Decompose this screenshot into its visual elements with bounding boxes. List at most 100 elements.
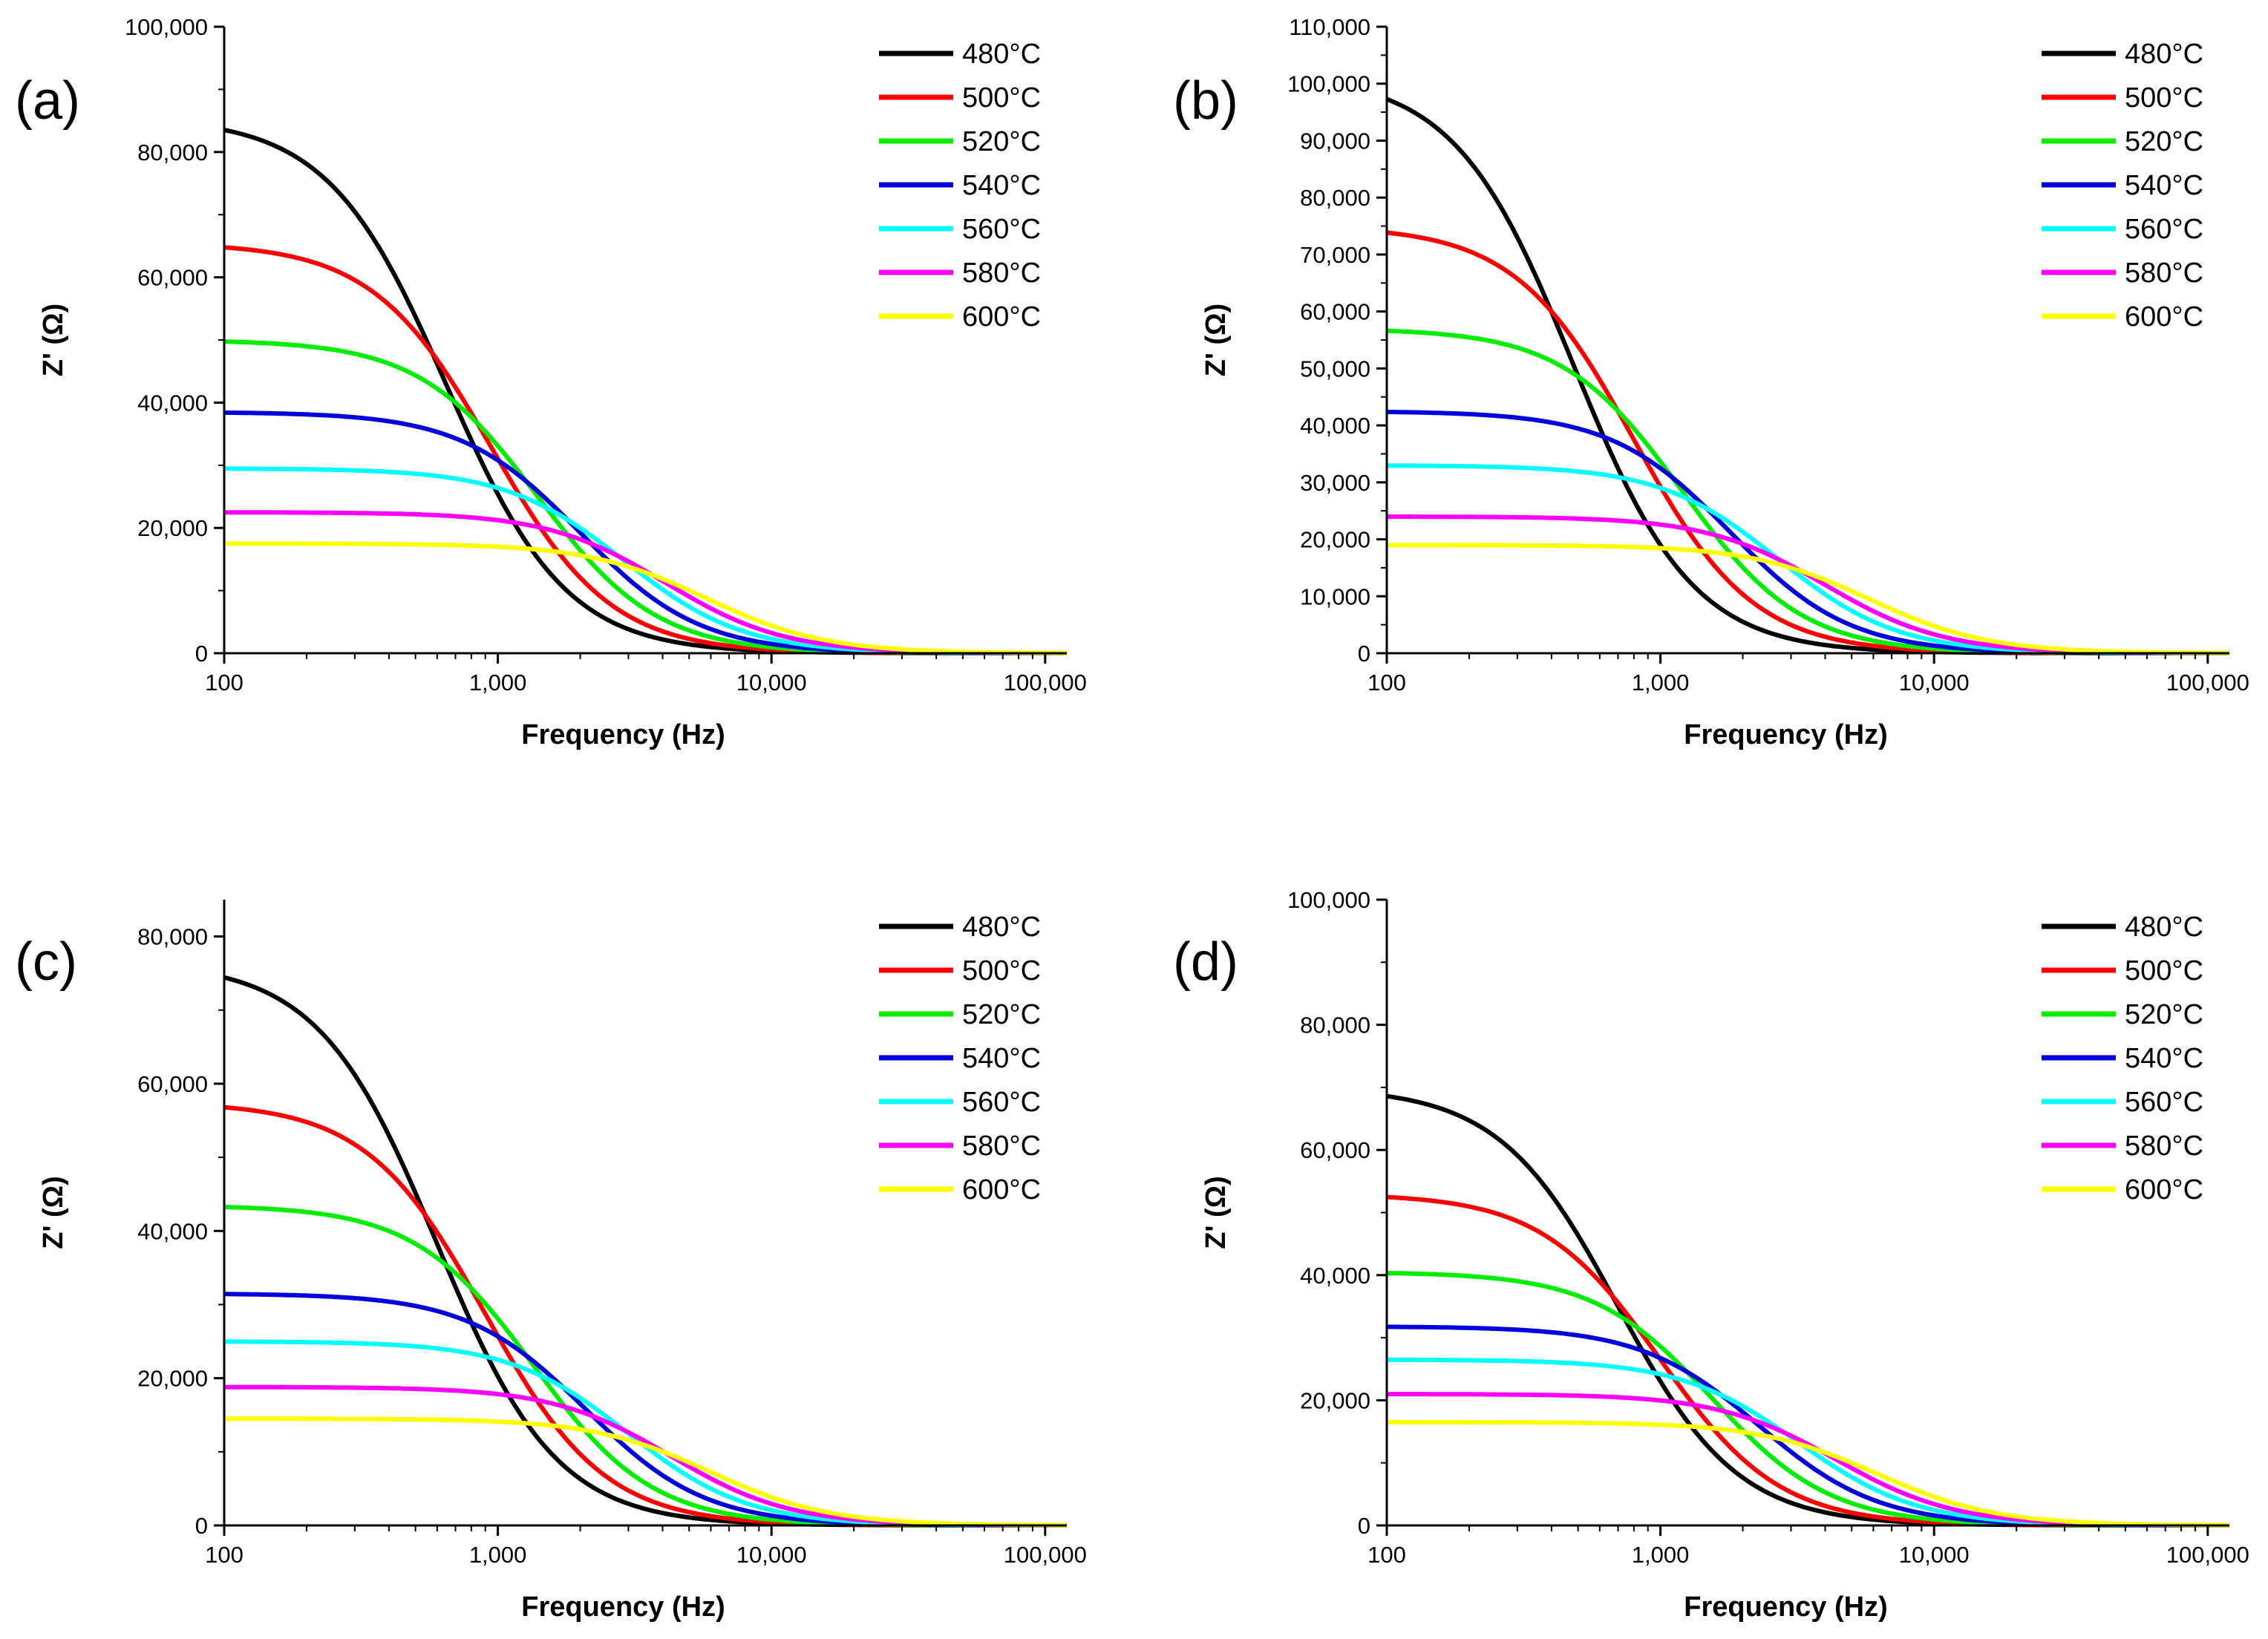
legend-label-600: 600°C (962, 1174, 1041, 1205)
legend-label-600: 600°C (2125, 1174, 2203, 1205)
chart-panel-b: (b) 0 10,000 20,000 30,000 40,000 50,000 60,000… (1173, 14, 2249, 750)
legend-label-580: 580°C (962, 258, 1041, 289)
y-tick-label: 100,000 (1287, 887, 1370, 913)
series-line-520 (223, 1204, 1067, 1528)
y-tick-label: 0 (195, 641, 208, 667)
y-tick-label: 30,000 (1300, 470, 1370, 496)
legend-label-480: 480°C (2125, 39, 2203, 70)
legend-label-540: 540°C (2125, 1043, 2203, 1074)
legend-label-520: 520°C (962, 999, 1041, 1030)
legend-label-560: 560°C (2125, 1087, 2203, 1118)
x-tick-label: 10,000 (736, 1542, 807, 1568)
series-line-600 (1387, 543, 2230, 655)
legend-label-480: 480°C (962, 912, 1041, 943)
series-line-480 (1386, 1093, 2229, 1528)
x-tick-label: 1,000 (1632, 670, 1690, 696)
legend-label-580: 580°C (2125, 258, 2203, 289)
x-axis-title: Frequency (Hz) (521, 1591, 725, 1623)
legend-label-560: 560°C (962, 1087, 1041, 1118)
chart-panel-d: (d) 0 20,000 40,000 60,000 80,000 100,000 100 1,… (1173, 887, 2249, 1623)
series-line-540 (224, 410, 1067, 655)
legend-label-500: 500°C (2125, 82, 2203, 114)
x-tick-label: 100 (205, 1542, 244, 1568)
chart-panel-c: (c) 0 20,000 40,000 60,000 80,000 100 1,000 10,0… (15, 900, 1087, 1623)
y-tick-label: 20,000 (137, 515, 208, 541)
y-tick-label: 90,000 (1300, 128, 1370, 154)
legend-label-600: 600°C (2125, 301, 2203, 333)
y-tick-label: 40,000 (137, 390, 208, 416)
y-tick-label: 80,000 (1300, 1012, 1370, 1038)
x-tick-label: 100,000 (1004, 670, 1087, 696)
series-line-520 (1386, 328, 2229, 655)
panel-label: (c) (15, 932, 77, 992)
y-tick-label: 80,000 (137, 140, 208, 166)
x-axis-title: Frequency (Hz) (1684, 719, 1887, 750)
legend-label-560: 560°C (2125, 214, 2203, 245)
series-line-580 (224, 510, 1067, 655)
y-tick-label: 20,000 (1300, 527, 1370, 553)
panel-label: (a) (15, 71, 80, 131)
legend-label-520: 520°C (2125, 999, 2203, 1030)
y-tick-label: 40,000 (1300, 1263, 1370, 1289)
y-tick-label: 100,000 (125, 14, 208, 40)
series-line-540 (1386, 1324, 2229, 1528)
y-tick-label: 40,000 (1300, 413, 1370, 439)
series-line-600 (224, 1416, 1067, 1528)
y-tick-label: 50,000 (1300, 356, 1370, 382)
y-tick-label: 70,000 (1300, 242, 1370, 268)
series-line-580 (223, 1384, 1068, 1528)
x-tick-label: 100,000 (2166, 670, 2249, 696)
legend-label-580: 580°C (962, 1131, 1041, 1162)
x-axis-title: Frequency (Hz) (521, 719, 725, 750)
legend-label-520: 520°C (2125, 126, 2203, 157)
x-axis-title: Frequency (Hz) (1684, 1591, 1887, 1623)
y-tick-label: 0 (1358, 1513, 1370, 1539)
x-tick-label: 100,000 (2166, 1542, 2249, 1568)
y-tick-label: 60,000 (137, 1071, 208, 1097)
y-tick-label: 60,000 (137, 265, 208, 291)
y-tick-label: 110,000 (1289, 14, 1370, 40)
y-axis-title: Z' (Ω) (1200, 1176, 1232, 1249)
x-tick-label: 100 (1367, 670, 1406, 696)
legend-label-480: 480°C (962, 39, 1041, 70)
y-tick-label: 10,000 (1300, 583, 1370, 609)
x-tick-label: 10,000 (736, 670, 807, 696)
x-tick-label: 100 (1367, 1542, 1406, 1568)
legend-label-540: 540°C (962, 1043, 1041, 1074)
y-tick-label: 40,000 (137, 1218, 208, 1244)
y-axis-title: Z' (Ω) (1200, 304, 1232, 377)
panel-label: (b) (1173, 71, 1238, 131)
series-line-500 (1386, 230, 2229, 655)
y-tick-label: 60,000 (1300, 1137, 1370, 1163)
series-line-540 (224, 1292, 1067, 1528)
series-line-600 (1387, 1419, 2229, 1528)
y-axis-title: Z' (Ω) (38, 1176, 69, 1249)
series-line-520 (223, 339, 1067, 655)
y-tick-label: 80,000 (1300, 185, 1370, 211)
x-tick-label: 1,000 (469, 1542, 527, 1568)
x-tick-label: 100,000 (1004, 1542, 1087, 1568)
legend-label-480: 480°C (2125, 912, 2203, 943)
legend-label-500: 500°C (962, 955, 1041, 987)
y-tick-label: 60,000 (1300, 299, 1370, 325)
legend-label-600: 600°C (962, 301, 1041, 333)
series-line-580 (1387, 1392, 2230, 1528)
y-tick-label: 20,000 (1300, 1387, 1370, 1413)
x-tick-label: 10,000 (1899, 1542, 1970, 1568)
panel-label: (d) (1173, 932, 1238, 992)
y-tick-label: 20,000 (137, 1366, 208, 1392)
y-tick-label: 80,000 (137, 924, 208, 950)
series-line-520 (1386, 1271, 2229, 1528)
y-tick-label: 100,000 (1287, 71, 1370, 97)
legend-label-520: 520°C (962, 126, 1041, 157)
y-tick-label: 0 (1358, 641, 1370, 667)
series-line-560 (1386, 463, 2229, 655)
legend-label-580: 580°C (2125, 1131, 2203, 1162)
x-tick-label: 1,000 (1632, 1542, 1690, 1568)
y-tick-label: 0 (195, 1513, 208, 1539)
x-tick-label: 10,000 (1899, 670, 1970, 696)
chart-panel-a: (a) 0 20,000 40,000 60,000 80,000 100,000 100 1,… (15, 14, 1087, 750)
legend-label-500: 500°C (2125, 955, 2203, 987)
legend-label-540: 540°C (962, 170, 1041, 201)
